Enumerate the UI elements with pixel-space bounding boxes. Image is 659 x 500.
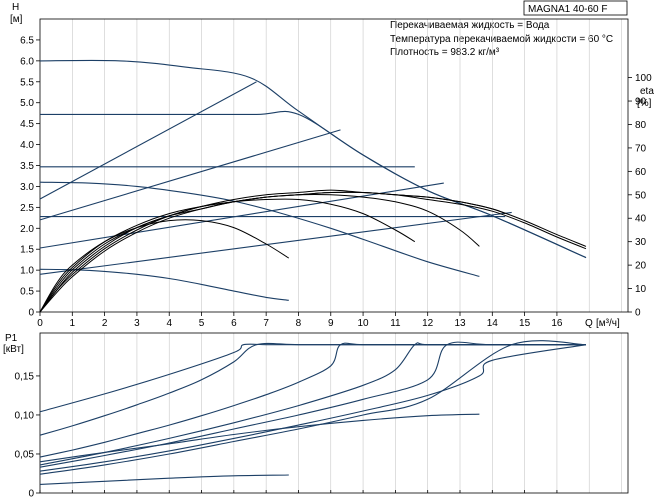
head-tick-label: 6.5 bbox=[20, 35, 34, 46]
head-curve-10 bbox=[39, 211, 512, 275]
head-tick-label: 0.5 bbox=[20, 287, 34, 298]
head-curve-1 bbox=[39, 59, 587, 259]
lower-plot-frame bbox=[39, 332, 629, 494]
efficiency-curve-6 bbox=[39, 191, 587, 313]
head-curve-9 bbox=[39, 182, 444, 249]
efficiency-curve-5 bbox=[39, 189, 587, 313]
efficiency-curve-3 bbox=[39, 194, 480, 313]
upper-plot-frame bbox=[39, 18, 629, 313]
x-tick-label: 12 bbox=[422, 318, 434, 329]
x-tick-label: 10 bbox=[358, 318, 370, 329]
power-tick-label: 0,10 bbox=[15, 410, 35, 421]
power-axis-label: P1 bbox=[5, 333, 18, 344]
power-tick-label: 0 bbox=[28, 489, 34, 500]
flow-axis-label: Q bbox=[585, 318, 593, 329]
efficiency-tick-label: 100 bbox=[635, 73, 652, 84]
efficiency-tick-label: 70 bbox=[635, 143, 647, 154]
power-curve-4 bbox=[39, 342, 586, 466]
head-tick-label: 2.5 bbox=[20, 203, 34, 214]
efficiency-tick-label: 10 bbox=[635, 284, 647, 295]
efficiency-tick-label: 80 bbox=[635, 120, 647, 131]
power-tick-label: 0,05 bbox=[15, 449, 35, 460]
x-tick-label: 7 bbox=[263, 318, 269, 329]
head-tick-label: 4.0 bbox=[20, 140, 34, 151]
head-tick-label: 2.0 bbox=[20, 224, 34, 235]
x-tick-label: 4 bbox=[166, 318, 172, 329]
head-curve-7 bbox=[39, 81, 257, 200]
efficiency-axis-label: eta bbox=[640, 86, 654, 97]
x-tick-label: 1 bbox=[70, 318, 76, 329]
power-curve-8 bbox=[39, 413, 480, 463]
head-curve-6 bbox=[39, 268, 289, 301]
efficiency-tick-label: 50 bbox=[635, 190, 647, 201]
head-tick-label: 3.5 bbox=[20, 161, 34, 172]
x-tick-label: 11 bbox=[390, 318, 401, 329]
model-label: MAGNA1 40-60 F bbox=[528, 4, 607, 15]
efficiency-curve-2 bbox=[39, 198, 416, 313]
info-line-density: Плотность = 983.2 кг/м³ bbox=[390, 47, 500, 58]
x-tick-label: 6 bbox=[231, 318, 237, 329]
head-axis-unit: [м] bbox=[10, 14, 23, 25]
info-line-temperature: Температура перекачиваемой жидкости = 60… bbox=[390, 34, 613, 45]
x-tick-label: 13 bbox=[454, 318, 466, 329]
head-tick-label: 0 bbox=[28, 308, 34, 319]
head-tick-label: 5.0 bbox=[20, 98, 34, 109]
power-curve-6 bbox=[39, 344, 587, 472]
head-tick-label: 1.0 bbox=[20, 266, 34, 277]
x-tick-label: 5 bbox=[199, 318, 205, 329]
power-curve-9 bbox=[39, 474, 289, 485]
power-curve-5 bbox=[39, 341, 586, 468]
x-tick-label: 2 bbox=[102, 318, 108, 329]
head-tick-label: 5.5 bbox=[20, 77, 34, 88]
efficiency-tick-label: 0 bbox=[635, 308, 641, 319]
efficiency-tick-label: 60 bbox=[635, 167, 647, 178]
efficiency-curve-1 bbox=[39, 219, 290, 313]
head-axis-label: H bbox=[12, 2, 19, 13]
head-tick-label: 1.5 bbox=[20, 245, 34, 256]
x-tick-label: 9 bbox=[328, 318, 334, 329]
x-tick-label: 16 bbox=[551, 318, 563, 329]
power-plot: 0 0,05 0,10 0,15 bbox=[15, 332, 629, 500]
x-tick-label: 8 bbox=[296, 318, 302, 329]
head-tick-label: 4.5 bbox=[20, 119, 34, 130]
power-curve-3 bbox=[39, 342, 586, 458]
efficiency-tick-label: 30 bbox=[635, 237, 647, 248]
efficiency-tick-label: 40 bbox=[635, 214, 647, 225]
head-tick-label: 6.0 bbox=[20, 56, 34, 67]
x-tick-label: 0 bbox=[37, 318, 43, 329]
power-axis-unit: [кВт] bbox=[3, 344, 24, 355]
head-tick-label: 3.0 bbox=[20, 182, 34, 193]
model-label-box bbox=[523, 0, 628, 16]
power-curve-7 bbox=[39, 340, 587, 475]
efficiency-axis-unit: [%] bbox=[637, 98, 652, 109]
head-curve-2 bbox=[40, 110, 587, 259]
x-tick-label: 14 bbox=[487, 318, 499, 329]
head-efficiency-plot: 0 1 2 3 4 5 6 7 8 9 10 11 12 13 14 15 1600.51.01.52.02.5… bbox=[20, 18, 652, 329]
x-tick-label: 3 bbox=[134, 318, 140, 329]
flow-axis-unit: [м³/ч] bbox=[596, 318, 620, 329]
power-tick-label: 0,15 bbox=[15, 371, 35, 382]
head-curve-8 bbox=[39, 129, 341, 221]
head-curve-5 bbox=[39, 181, 480, 277]
info-line-fluid: Перекачиваемая жидкость = Вода bbox=[390, 20, 550, 31]
x-tick-label: 15 bbox=[519, 318, 531, 329]
efficiency-tick-label: 90 bbox=[635, 97, 647, 108]
efficiency-tick-label: 20 bbox=[635, 261, 647, 272]
